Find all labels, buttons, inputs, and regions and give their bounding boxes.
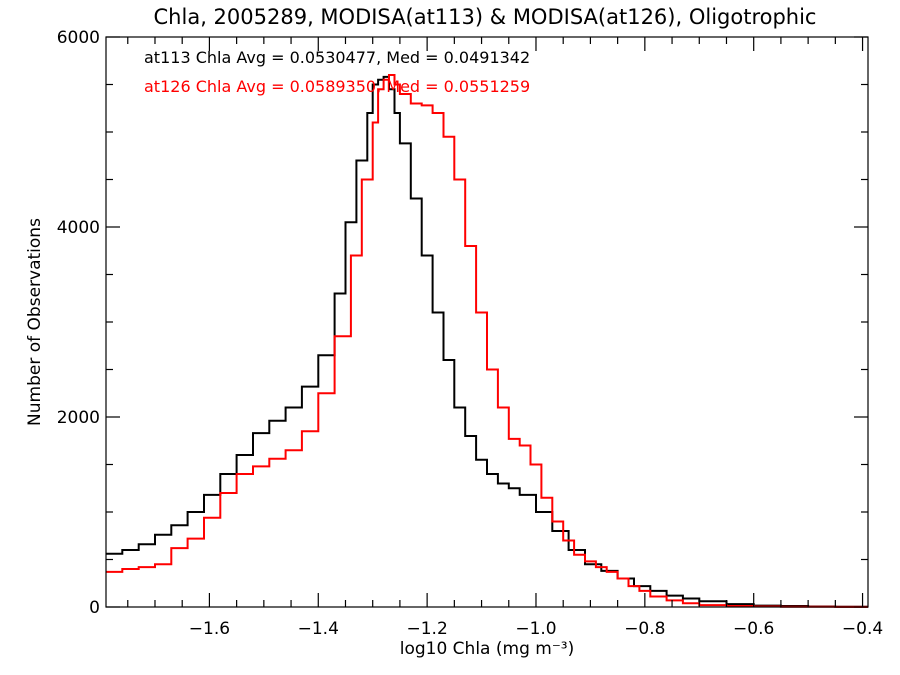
series-at126-line — [106, 74, 868, 608]
series-at113-line — [106, 75, 868, 608]
x-tick-label: −0.6 — [733, 619, 774, 639]
series-layer — [106, 74, 868, 608]
x-tick-label: −1.6 — [189, 619, 230, 639]
y-axis: 0 2000 4000 6000 — [57, 28, 868, 618]
y-tick-label: 4000 — [57, 218, 100, 238]
y-tick-label: 6000 — [57, 28, 100, 48]
x-tick-label: −1.4 — [298, 619, 339, 639]
y-axis-label: Number of Observations — [25, 218, 45, 426]
x-axis: −1.6 −1.4 −1.2 −1.0 −0.8 −0.6 −0.4 — [127, 37, 883, 639]
y-tick-label: 0 — [89, 598, 100, 618]
x-axis-label: log10 Chla (mg m⁻³) — [400, 639, 575, 659]
y-tick-label: 2000 — [57, 408, 100, 428]
x-tick-label: −1.0 — [515, 619, 556, 639]
x-tick-label: −1.2 — [406, 619, 447, 639]
annotation-at126-stats: at126 Chla Avg = 0.0589350, Med = 0.0551… — [144, 77, 530, 96]
x-tick-label: −0.8 — [624, 619, 665, 639]
x-tick-label: −0.4 — [842, 619, 883, 639]
chart-title: Chla, 2005289, MODISA(at113) & MODISA(at… — [154, 5, 817, 29]
annotation-at113-stats: at113 Chla Avg = 0.0530477, Med = 0.0491… — [144, 48, 530, 67]
